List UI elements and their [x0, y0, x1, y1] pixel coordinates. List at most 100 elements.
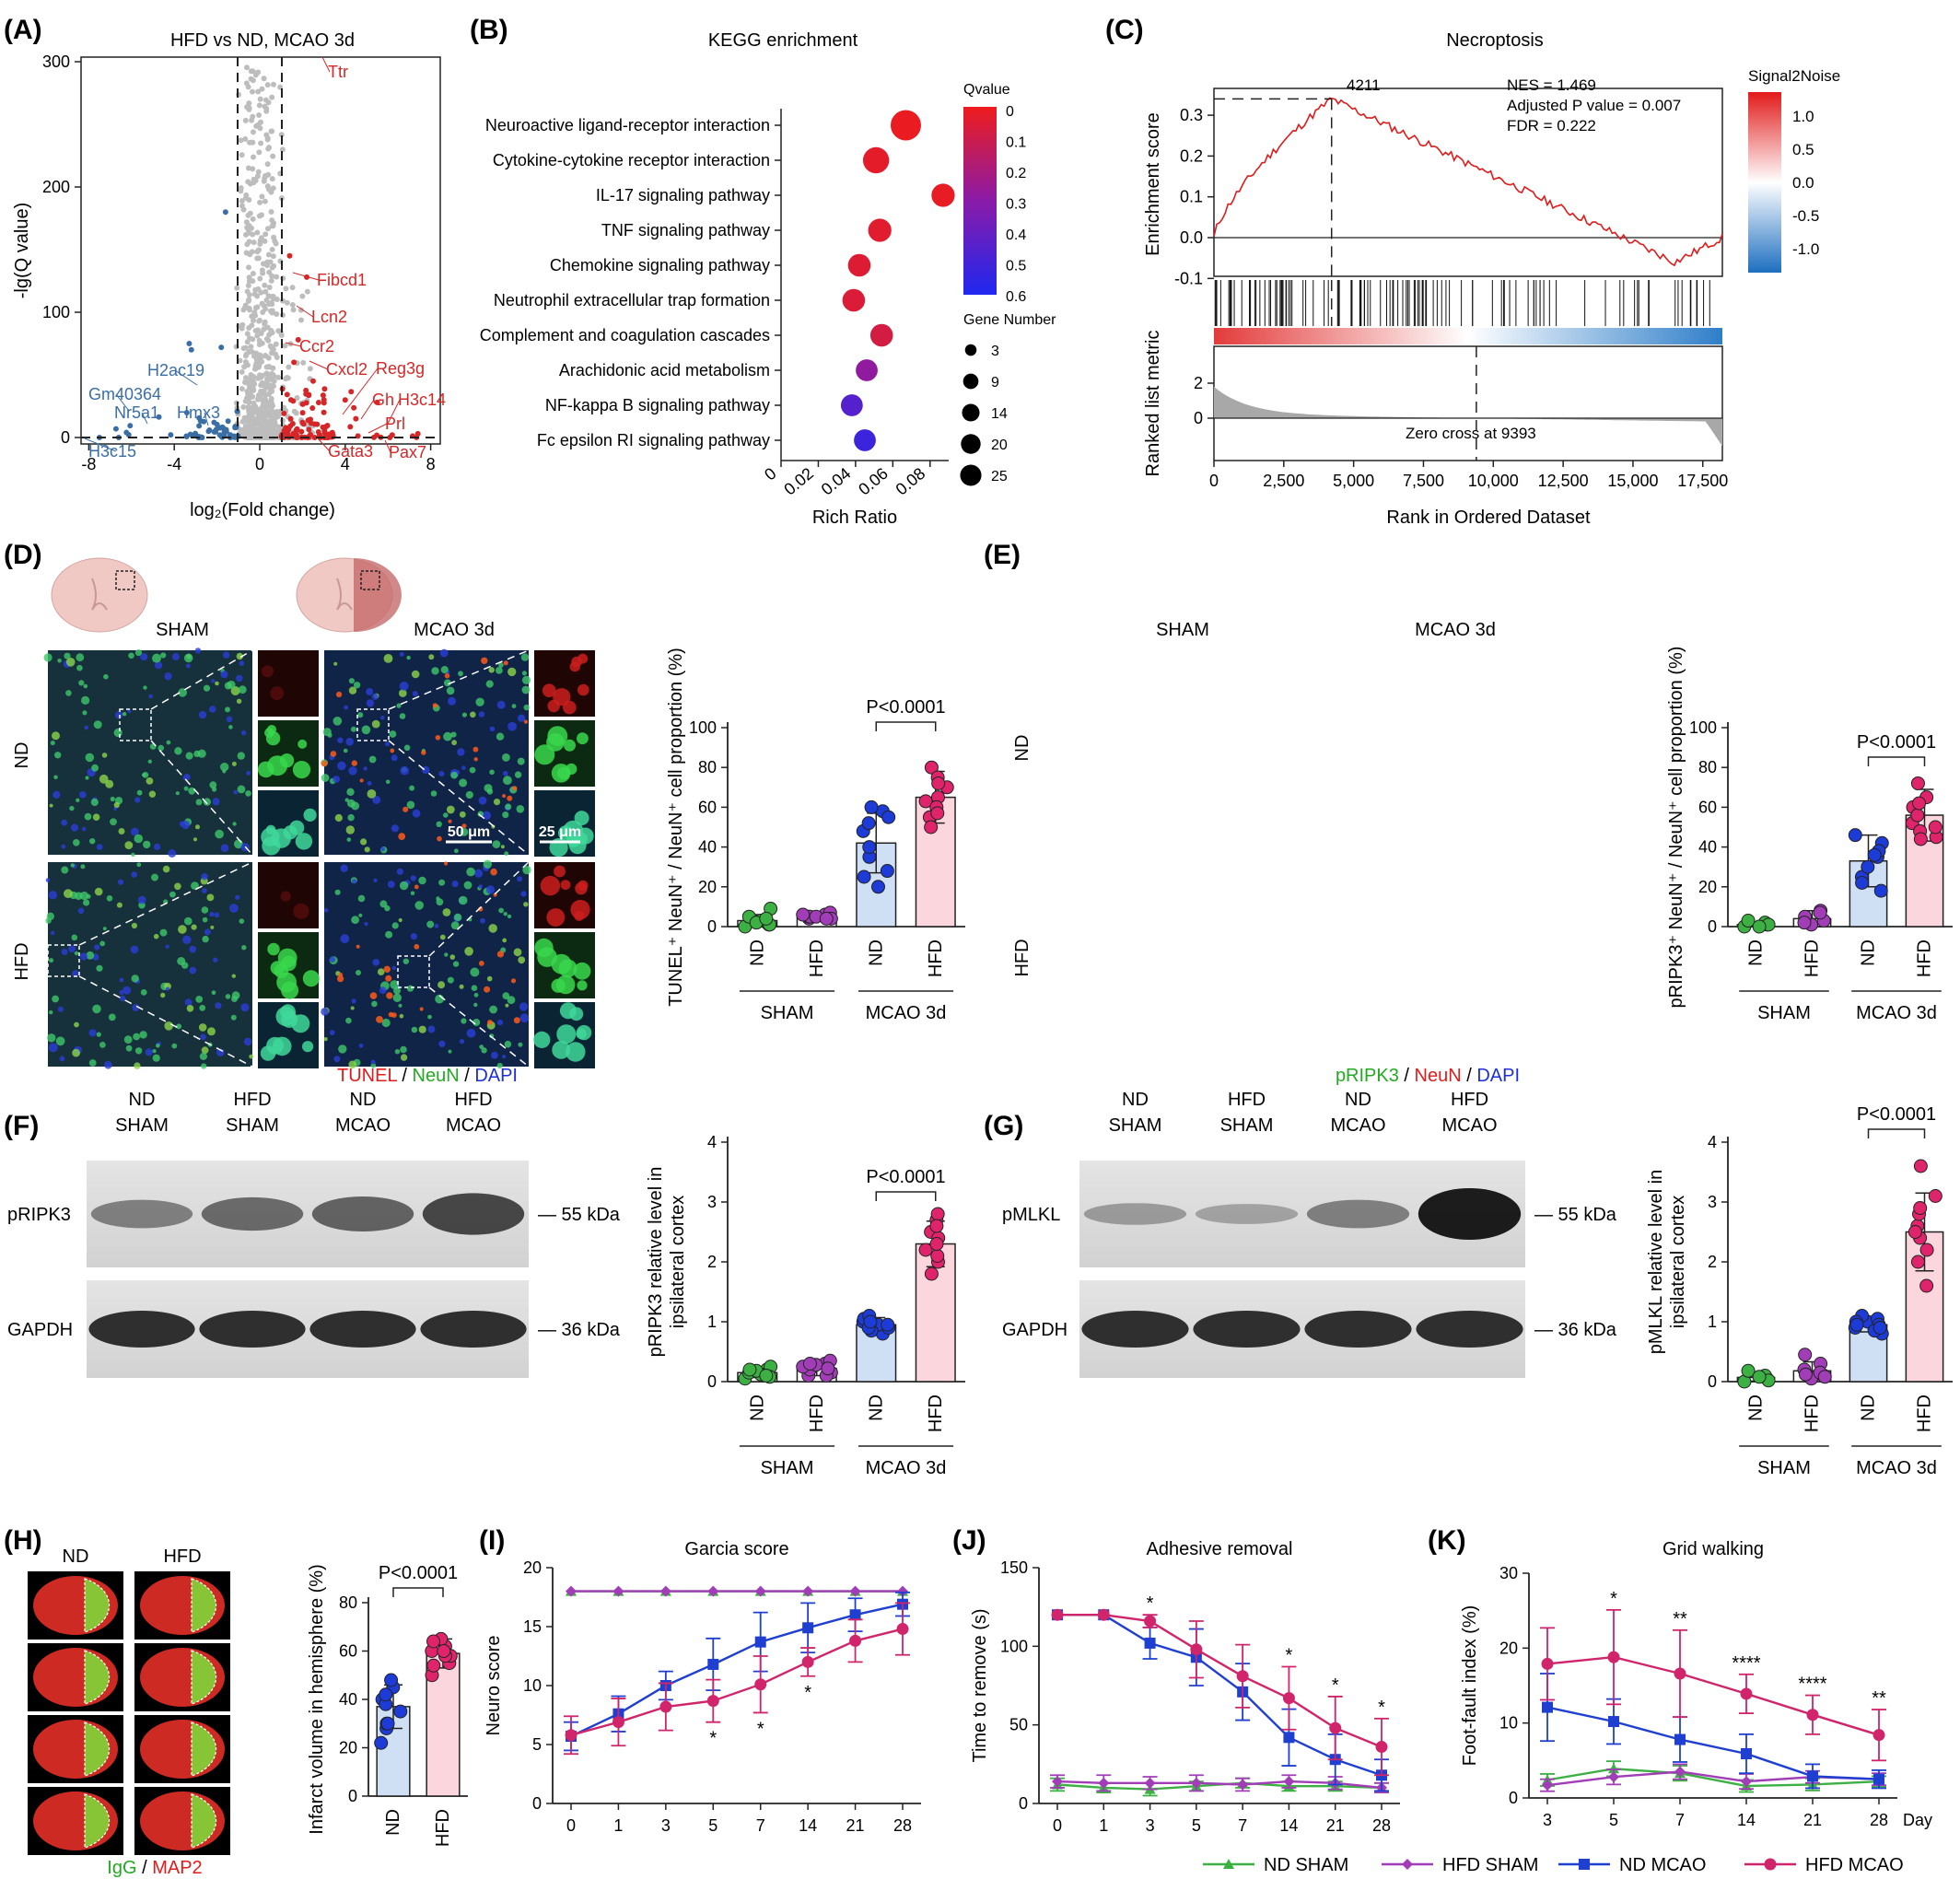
point-up [347, 424, 354, 430]
group-label: ND [866, 1395, 886, 1421]
cell-dot [350, 1006, 355, 1010]
data-point [1867, 847, 1882, 862]
series-line [1057, 1613, 1382, 1748]
inset-cell [298, 739, 308, 749]
point-ns [254, 229, 261, 236]
bottom-legend: ND SHAM HFD SHAM ND MCAO HFD MCAO [1203, 1855, 1904, 1875]
cell-dot [152, 1049, 157, 1054]
inset-cell [571, 656, 582, 668]
cell-dot [47, 1033, 56, 1043]
point-ns [246, 381, 252, 388]
panel-f-western-blot: ND SHAM HFD SHAM ND MCAO HFD MCAO pRIPK3 GAPDH — 5… [7, 1090, 621, 1378]
point-up [374, 399, 380, 405]
cell-dot [94, 944, 100, 951]
cell-dot [209, 911, 215, 917]
point-ns [260, 372, 266, 379]
cell-dot [503, 770, 508, 776]
cell-dot [502, 938, 508, 943]
point-ns [250, 166, 256, 172]
cell-dot [344, 705, 348, 710]
point-ns [262, 306, 269, 312]
cell-dot [458, 895, 468, 905]
cell-dot [225, 994, 231, 999]
inset-cell [564, 739, 576, 752]
signal-ticks: 1.0 0.5 0.0 -0.5 -1.0 [1792, 108, 1819, 258]
inset-cell [302, 1041, 314, 1053]
cell-dot [438, 771, 445, 777]
group-label: HFD [1915, 1395, 1935, 1432]
cell-dot [108, 1013, 116, 1021]
panel-f-bar-chart: 0 1 2 3 4 ND HFD ND HFD P<0.0001 SHAM MCAO 3d pRIPK3… [646, 1133, 965, 1478]
gene-label-down: Hmx3 [177, 403, 220, 422]
cell-dot [49, 803, 53, 808]
cell-dot [505, 1003, 509, 1008]
panel-a-xlabel: log₂(Fold change) [190, 500, 335, 520]
cell-dot [168, 849, 177, 858]
data-point [1910, 776, 1925, 790]
qvalue-legend-title: Qvalue [963, 82, 1010, 98]
inset-cell [271, 828, 291, 848]
point-ns [254, 173, 261, 180]
y-tick-label: 0.3 [1180, 106, 1203, 124]
panel-letter-k: (K) [1428, 1525, 1466, 1556]
marker [1283, 1776, 1295, 1788]
data-point [881, 1317, 895, 1332]
cell-dot [517, 757, 525, 765]
cell-dot [73, 839, 80, 846]
point-down [127, 423, 134, 429]
sig-mark: * [804, 1683, 811, 1703]
cell-dot [89, 838, 96, 845]
x-tick-label: 28 [893, 1816, 912, 1835]
y-tick-label: 0 [1509, 1789, 1518, 1807]
qvalue-tick: 0.4 [1006, 228, 1026, 243]
group-label: HFD [1802, 1395, 1823, 1432]
inset-cell [540, 875, 561, 896]
panel-c-gsea: Necroptosis 0.3 0.2 0.1 0.0 -0.1 2 0 0 2,500 5,00… [1143, 30, 1840, 528]
cell-dot [390, 980, 400, 989]
point-ns [271, 234, 277, 240]
point-ns [270, 383, 276, 390]
inset-cell [276, 972, 297, 993]
point-ns [290, 307, 297, 313]
point-up [290, 398, 297, 404]
panel-c-title: Necroptosis [1446, 30, 1544, 51]
cell-dot [322, 728, 332, 737]
cell-dot [96, 1032, 101, 1037]
cell-dot [454, 848, 459, 854]
y-tick-label: 15 [523, 1617, 542, 1636]
gene-number-tick: 3 [991, 344, 999, 359]
cell-dot [469, 766, 476, 774]
cell-dot [488, 667, 495, 673]
cell-dot [459, 984, 464, 989]
marker [896, 1623, 909, 1636]
y-tick-label: 60 [339, 1642, 357, 1661]
brain-icon [51, 557, 148, 633]
cell-dot [85, 776, 89, 780]
cell-dot [165, 986, 169, 991]
inset-cell [552, 1041, 571, 1059]
inset-cell [558, 959, 578, 978]
series-line [1546, 1655, 1880, 1736]
marker [1097, 1608, 1110, 1621]
cell-dot [411, 670, 420, 679]
blot-band [420, 1311, 527, 1348]
cell-dot [199, 1052, 207, 1060]
cell-dot [376, 1016, 383, 1023]
panel-h-bar-chart: 0 20 40 60 80 ND HFD P<0.0001 Infarct volume in … [307, 1563, 468, 1847]
point-down [123, 429, 130, 436]
point-up [310, 378, 316, 384]
gene-label-down: H3c15 [88, 442, 136, 461]
point-ns [247, 181, 253, 187]
point-ns [244, 225, 251, 231]
y-axis-label: ipsilateral cortex [668, 1196, 688, 1329]
point-up [320, 392, 326, 399]
data-point [374, 1735, 389, 1750]
cell-dot [384, 904, 391, 912]
blot-band [422, 1193, 525, 1235]
panel-letter-j: (J) [952, 1525, 986, 1556]
cell-dot [520, 891, 527, 897]
cell-dot [117, 879, 124, 885]
qvalue-tick: 0.1 [1006, 135, 1026, 151]
point-ns [242, 117, 249, 123]
point-up [287, 415, 294, 422]
